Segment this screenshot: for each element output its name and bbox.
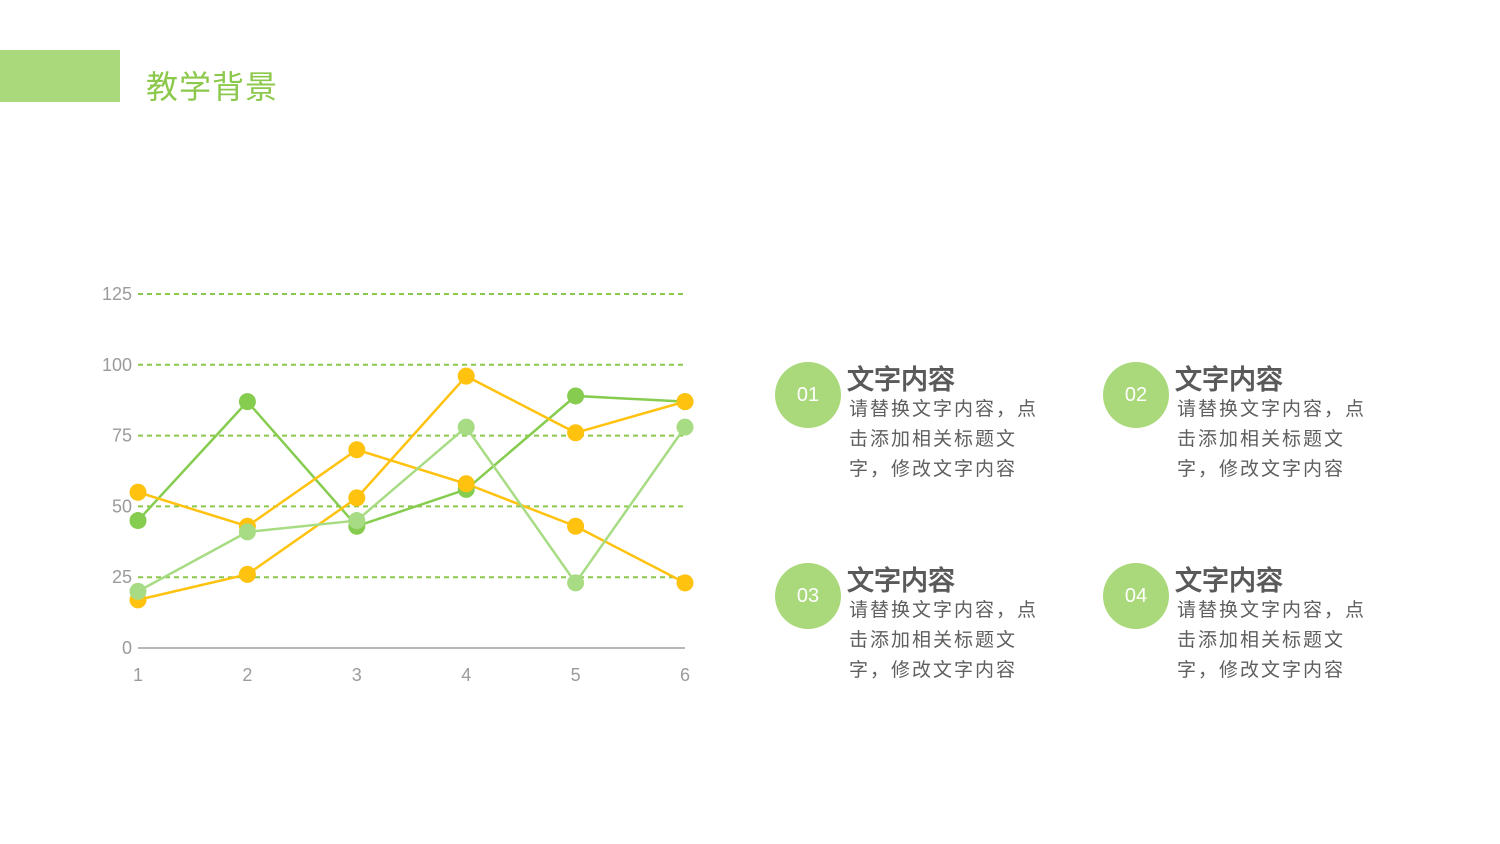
x-tick-label: 5 (571, 665, 581, 685)
data-point (348, 489, 366, 507)
data-point (238, 523, 256, 541)
data-point (457, 418, 475, 436)
title-accent-bar (0, 50, 120, 102)
item-body: 请替换文字内容，点击添加相关标题文字，修改文字内容 (849, 599, 1039, 681)
data-point (457, 367, 475, 385)
page-title: 教学背景 (146, 68, 279, 106)
data-point (129, 512, 147, 530)
info-item-01: 01 文字内容 请替换文字内容，点击添加相关标题文字，修改文字内容 (775, 362, 1075, 522)
x-tick-label: 2 (242, 665, 252, 685)
item-title: 文字内容 (847, 566, 955, 597)
item-body: 请替换文字内容，点击添加相关标题文字，修改文字内容 (849, 398, 1039, 480)
data-point (676, 418, 694, 436)
data-point (129, 483, 147, 501)
series-line (137, 374, 686, 602)
info-item-04: 04 文字内容 请替换文字内容，点击添加相关标题文字，修改文字内容 (1103, 563, 1403, 723)
info-item-02: 02 文字内容 请替换文字内容，点击添加相关标题文字，修改文字内容 (1103, 362, 1403, 522)
y-tick-label: 0 (122, 638, 132, 658)
item-title: 文字内容 (1175, 365, 1283, 396)
item-title: 文字内容 (847, 365, 955, 396)
data-point (238, 565, 256, 583)
item-title: 文字内容 (1175, 566, 1283, 597)
data-point (129, 582, 147, 600)
item-body: 请替换文字内容，点击添加相关标题文字，修改文字内容 (1177, 599, 1367, 681)
y-tick-label: 50 (112, 496, 132, 516)
data-point (676, 574, 694, 592)
number-badge: 02 (1103, 362, 1169, 428)
data-point (238, 393, 256, 411)
series-line (137, 448, 686, 584)
x-tick-label: 6 (680, 665, 690, 685)
data-point (457, 475, 475, 493)
y-tick-label: 75 (112, 426, 132, 446)
data-point (348, 441, 366, 459)
series-line (137, 425, 687, 593)
series-line (137, 394, 686, 528)
x-tick-label: 1 (133, 665, 143, 685)
data-point (567, 517, 585, 535)
number-badge: 04 (1103, 563, 1169, 629)
x-tick-label: 3 (352, 665, 362, 685)
line-chart: 0 25 50 75 100 125 1 2 3 4 5 6 (102, 284, 694, 685)
y-tick-label: 25 (112, 567, 132, 587)
data-point (676, 393, 694, 411)
data-point (348, 512, 366, 530)
y-tick-label: 100 (102, 355, 132, 375)
data-point (567, 424, 585, 442)
data-point (567, 574, 585, 592)
y-tick-label: 125 (102, 284, 132, 304)
data-point (567, 387, 585, 405)
info-item-03: 03 文字内容 请替换文字内容，点击添加相关标题文字，修改文字内容 (775, 563, 1075, 723)
number-badge: 01 (775, 362, 841, 428)
item-body: 请替换文字内容，点击添加相关标题文字，修改文字内容 (1177, 398, 1367, 480)
number-badge: 03 (775, 563, 841, 629)
x-tick-label: 4 (461, 665, 471, 685)
